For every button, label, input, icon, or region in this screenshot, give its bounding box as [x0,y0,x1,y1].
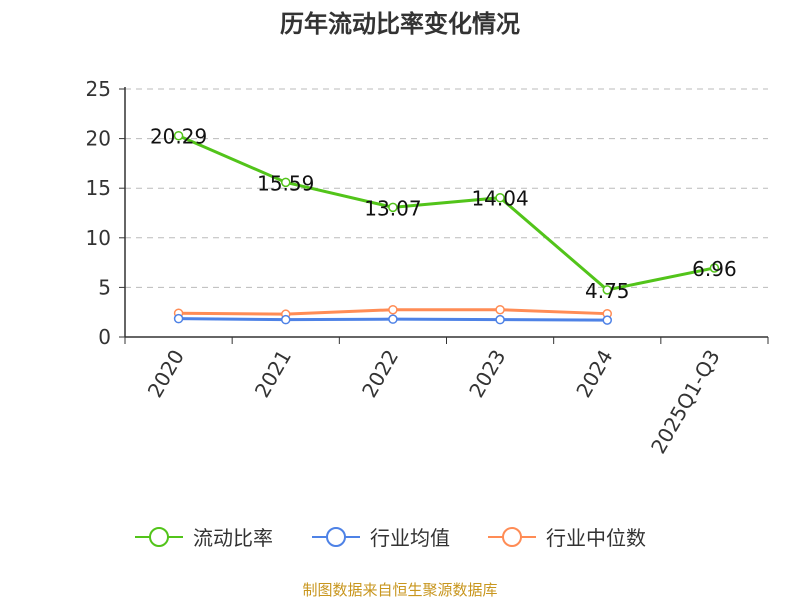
y-tick-label: 15 [86,176,111,200]
x-tick-label: 2025Q1-Q3 [646,346,725,458]
data-label: 14.04 [471,187,528,211]
x-tick-label: 2021 [250,346,296,402]
data-label: 15.59 [257,171,314,195]
x-tick-label: 2022 [357,346,403,402]
legend-label: 流动比率 [193,526,273,550]
legend-marker [326,527,346,547]
data-label: 20.29 [150,125,207,149]
data-point [495,192,505,203]
data-label: 4.75 [585,279,630,303]
data-point [281,177,291,188]
x-tick-label: 2024 [571,346,617,402]
legend-label: 行业中位数 [546,526,646,550]
y-tick-label: 20 [86,127,111,151]
y-tick-label: 25 [86,77,111,101]
y-tick-label: 0 [98,325,111,349]
data-point [388,304,398,315]
y-tick-label: 5 [98,275,111,299]
chart-title: 历年流动比率变化情况 [280,10,520,38]
x-tick-label: 2020 [143,346,189,402]
data-point [602,315,612,325]
footer-source: 制图数据来自恒生聚源数据库 [302,581,497,599]
data-point [173,313,184,324]
data-point [173,130,184,141]
data-label: 13.07 [364,196,421,220]
x-tick-label: 2023 [464,346,510,402]
legend-label: 行业均值 [370,526,450,550]
data-label: 6.96 [692,257,737,281]
data-point [495,314,505,325]
y-tick-label: 10 [86,226,111,250]
series-line [177,134,715,292]
data-point [602,285,612,295]
data-point [281,314,291,325]
data-point [388,314,398,324]
data-point [388,202,398,213]
data-point [709,263,720,273]
data-point [495,304,505,315]
legend-marker [502,527,522,547]
legend-marker [149,527,169,547]
